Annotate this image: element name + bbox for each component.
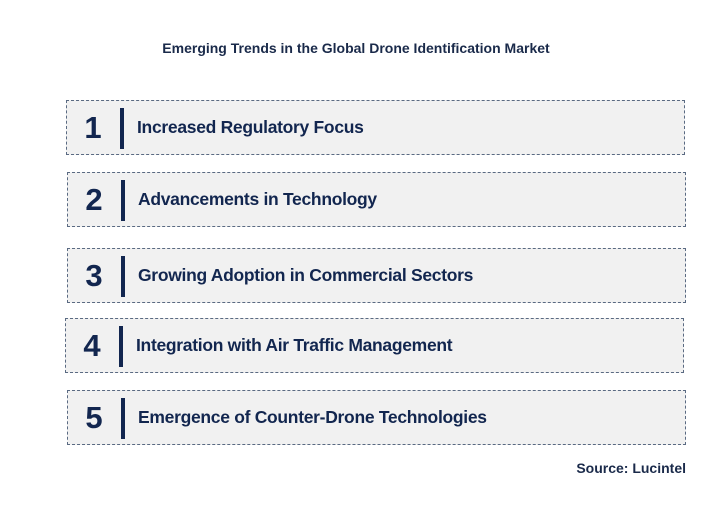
trend-item-1: 1 Increased Regulatory Focus [66,100,685,155]
source-note: Source: Lucintel [576,460,686,476]
divider-bar [119,326,123,367]
trend-number: 3 [85,257,103,293]
trend-label: Emergence of Counter-Drone Technologies [138,407,487,427]
trend-label: Growing Adoption in Commercial Sectors [138,265,474,285]
trend-item-3: 3 Growing Adoption in Commercial Sectors [67,248,686,303]
divider-bar [120,108,124,149]
trend-label: Increased Regulatory Focus [137,117,364,137]
trend-number: 5 [85,399,103,435]
trend-number: 4 [83,327,101,363]
trend-number: 1 [84,109,102,145]
trend-item-5: 5 Emergence of Counter-Drone Technologie… [67,390,686,445]
diagram-title: Emerging Trends in the Global Drone Iden… [162,40,550,56]
divider-bar [121,256,125,297]
trend-item-4: 4 Integration with Air Traffic Managemen… [65,318,684,373]
trend-label: Advancements in Technology [138,189,377,209]
trend-number: 2 [85,181,103,217]
divider-bar [121,180,125,221]
trend-label: Integration with Air Traffic Management [136,335,453,355]
trend-item-2: 2 Advancements in Technology [67,172,686,227]
divider-bar [121,398,125,439]
